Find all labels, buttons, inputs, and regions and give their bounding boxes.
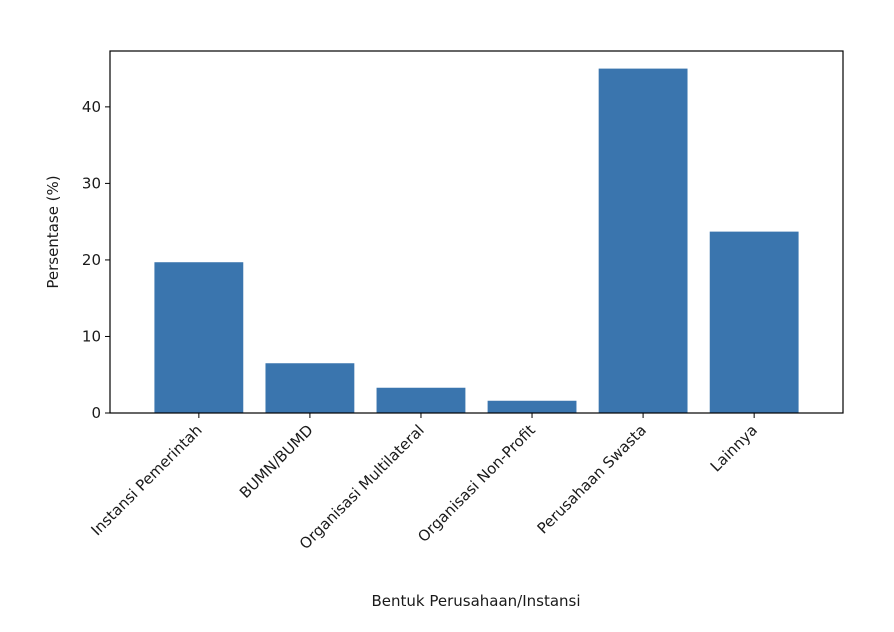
y-tick-label: 10 — [82, 327, 101, 345]
x-tick-label: Organisasi Non-Profit — [414, 421, 539, 546]
y-tick-label: 0 — [91, 404, 101, 422]
bars-group — [154, 68, 799, 413]
bar-0 — [154, 262, 244, 413]
y-axis-title: Persentase (%) — [44, 175, 62, 288]
x-axis-title: Bentuk Perusahaan/Instansi — [371, 592, 580, 610]
x-tick-label: Perusahaan Swasta — [534, 421, 650, 537]
x-tick-label: Instansi Pemerintah — [88, 421, 206, 539]
bar-5 — [709, 231, 799, 413]
y-tick-label: 40 — [82, 98, 101, 116]
y-axis: 0 10 20 30 40 — [82, 98, 110, 422]
bar-4 — [598, 68, 688, 413]
bar-1 — [265, 363, 355, 413]
x-tick-label: BUMN/BUMD — [236, 421, 317, 502]
x-tick-label: Organisasi Multilateral — [296, 421, 428, 553]
bar-3 — [487, 400, 577, 413]
plot-frame — [109, 50, 844, 414]
y-tick-label: 30 — [82, 174, 101, 192]
x-tick-label: Lainnya — [707, 421, 761, 475]
bar-2 — [376, 387, 466, 413]
y-tick-label: 20 — [82, 251, 101, 269]
